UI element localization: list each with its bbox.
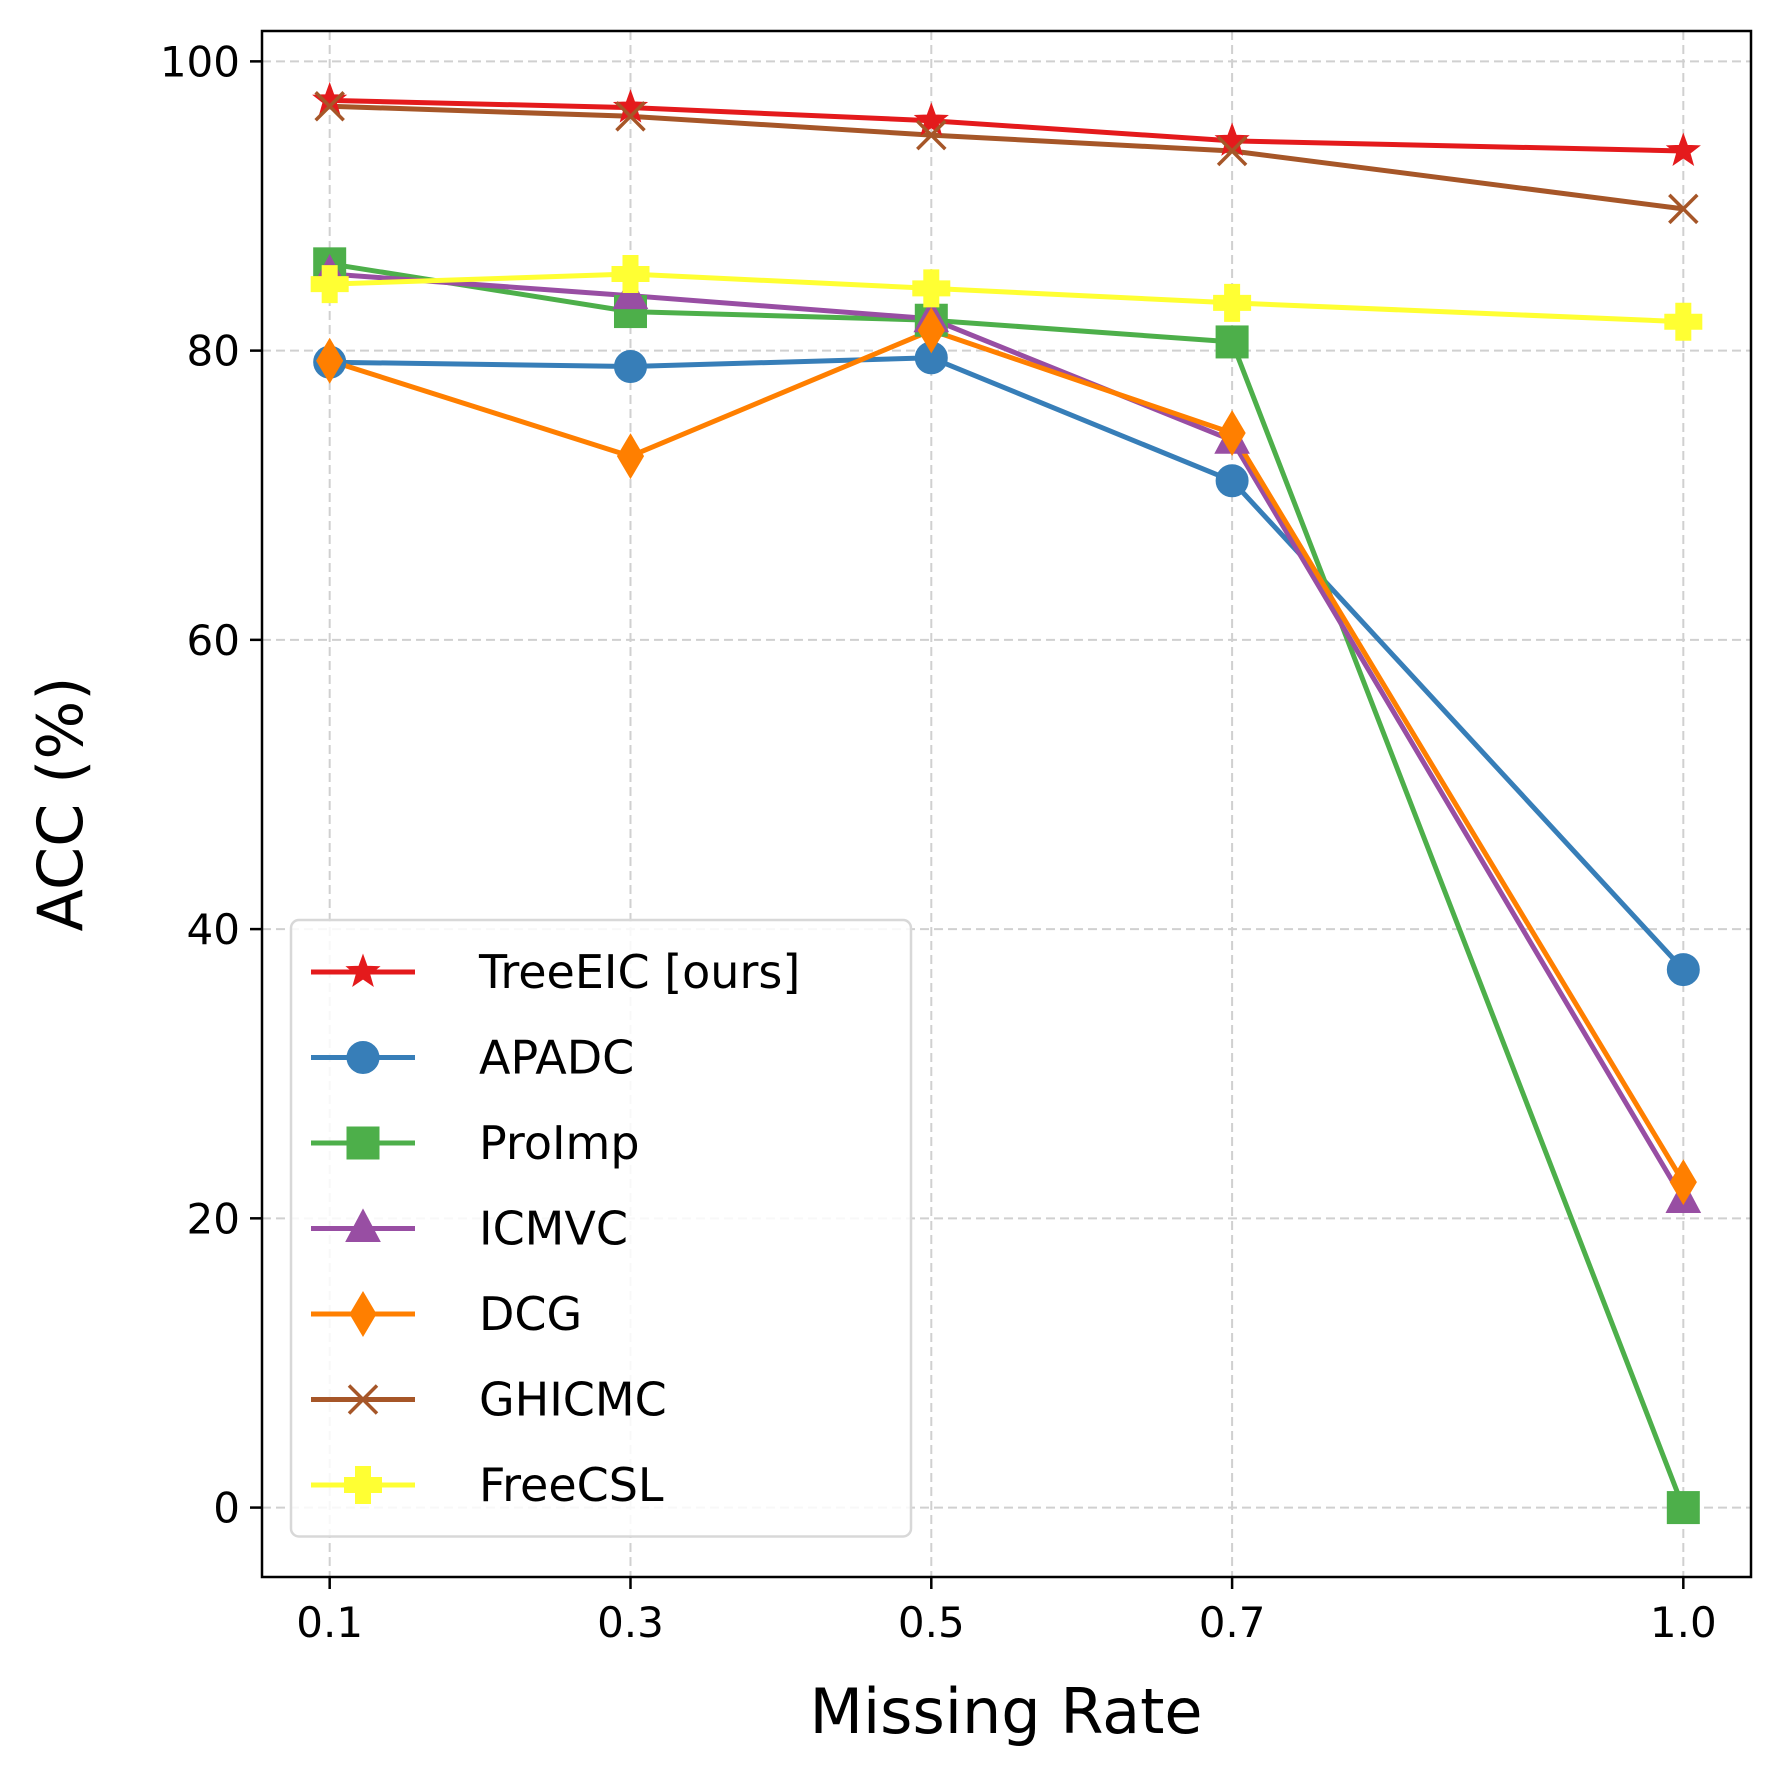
series-line-apadc (329, 355, 1686, 972)
x-tick-label: 1.0 (1650, 1598, 1717, 1647)
series-line-treeeic-ours (329, 97, 1684, 154)
legend-marker-icmvc (345, 1208, 381, 1242)
x-axis-label: Missing Rate (809, 1675, 1202, 1748)
legend-label-icmvc: ICMVC (479, 1202, 628, 1256)
legend-marker-treeeic-ours (345, 953, 381, 987)
plot-frame (260, 29, 1753, 1579)
point-dcg (616, 433, 645, 480)
point-apadc (613, 350, 647, 384)
point-ghicmc (314, 90, 345, 122)
point-ghicmc (615, 101, 646, 132)
point-freecsl (912, 269, 951, 308)
point-treeeic-ours (1665, 132, 1701, 166)
point-treeeic-ours (1214, 122, 1250, 156)
point-ghicmc (1216, 135, 1248, 167)
axis-ticks: 0.1 0.3 0.5 0.7 1.0 0 20 40 60 80 100 (160, 37, 1717, 1647)
series-markers (310, 81, 1703, 1525)
x-tick-label: 0.3 (597, 1598, 664, 1647)
legend-label-ghicmc: GHICMC (479, 1373, 667, 1427)
point-treeeic-ours (913, 102, 949, 136)
x-tick-label: 0.5 (898, 1598, 965, 1647)
legend-marker-apadc (346, 1041, 380, 1074)
legend-label-dcg: DCG (479, 1287, 582, 1341)
point-ghicmc (916, 119, 947, 151)
legend-label-treeeic-ours: TreeEIC [ours] (478, 945, 800, 999)
point-dcg (1218, 410, 1246, 457)
y-tick-label: 20 (187, 1194, 240, 1243)
point-freecsl (310, 265, 349, 304)
point-freecsl (1213, 283, 1252, 322)
legend-marker-freecsl (344, 1466, 382, 1504)
legend-label-freecsl: FreeCSL (479, 1458, 664, 1512)
point-dcg (316, 337, 344, 384)
legend-label-apadc: APADC (479, 1031, 634, 1085)
y-axis-label: ACC (%) (24, 677, 97, 932)
y-tick-label: 40 (187, 905, 240, 954)
point-freecsl (1664, 302, 1703, 341)
legend-marker-ghicmc (347, 1384, 379, 1415)
legend: TreeEIC [ours] APADC ProImp ICMVC DCG GHICMC F… (289, 918, 913, 1538)
point-apadc (1215, 464, 1249, 498)
y-tick-label: 80 (187, 327, 240, 376)
x-tick-label: 0.1 (296, 1598, 363, 1647)
point-dcg (1669, 1159, 1697, 1206)
y-tick-label: 0 (213, 1484, 240, 1533)
point-freecsl (611, 254, 650, 293)
point-ghicmc (1668, 193, 1699, 225)
x-tick-label: 0.7 (1199, 1598, 1266, 1647)
y-tick-label: 60 (187, 616, 240, 665)
point-proimp (1215, 325, 1249, 359)
legend-marker-proimp (346, 1126, 380, 1160)
legend-label-proimp: ProImp (479, 1116, 640, 1170)
point-proimp (1666, 1491, 1700, 1525)
legend-marker-dcg (349, 1291, 377, 1337)
legend-box (289, 918, 913, 1538)
y-tick-label: 100 (160, 37, 240, 86)
point-dcg (917, 307, 945, 354)
series-line-ghicmc (329, 103, 1684, 212)
point-apadc (1666, 953, 1700, 987)
